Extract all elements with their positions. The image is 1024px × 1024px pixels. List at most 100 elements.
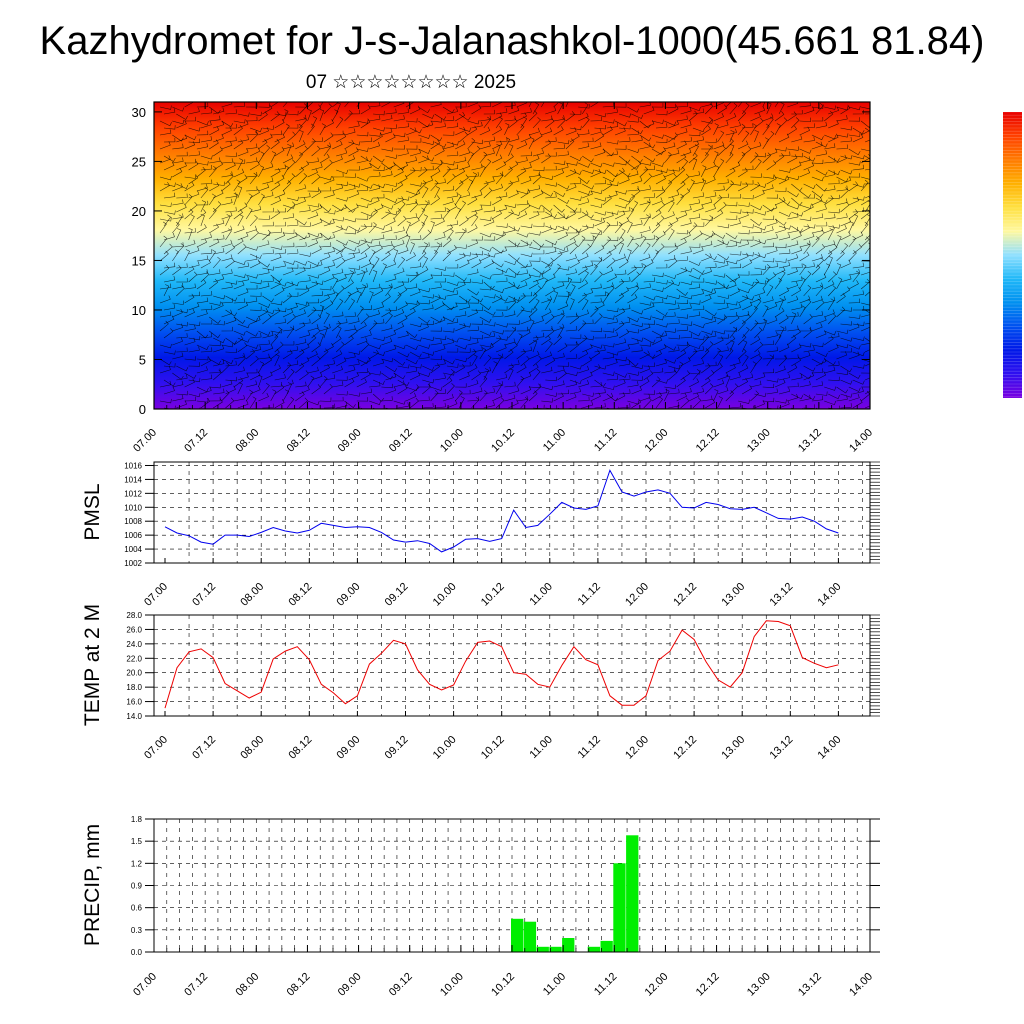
wind-barb [209, 223, 219, 234]
wind-barb [651, 367, 664, 374]
wind-barb [528, 390, 538, 402]
wind-barb [729, 219, 741, 227]
wind-barb [323, 374, 336, 381]
wind-barb [811, 226, 824, 234]
wind-barb [688, 348, 698, 360]
wind-barb [582, 137, 594, 143]
wind-barb [701, 316, 714, 321]
wind-barb [270, 381, 283, 388]
wind-barb [565, 268, 577, 276]
wind-barb [725, 327, 738, 332]
wind-barb [528, 335, 539, 346]
wind-barb [491, 112, 503, 122]
wind-barb [594, 228, 602, 241]
wind-barb [569, 208, 582, 213]
wind-barb [455, 322, 466, 332]
wind-barb [442, 272, 455, 277]
wind-barb [479, 232, 492, 238]
wind-barb [852, 262, 865, 269]
wind-barb [516, 293, 526, 304]
wind-barb [250, 279, 262, 285]
wind-barb [705, 103, 714, 115]
wind-barb [811, 176, 824, 182]
wind-barb [754, 372, 766, 381]
wind-barb [249, 160, 260, 171]
wind-barb [528, 306, 538, 318]
wind-barb [172, 323, 184, 332]
wind-barb [249, 385, 261, 395]
wind-barb [307, 239, 319, 248]
x-tick-label: 13.00 [719, 581, 747, 609]
wind-barb [848, 393, 860, 402]
wind-barb [651, 350, 662, 360]
wind-barb [791, 231, 802, 241]
wind-barb [418, 316, 430, 324]
wind-barb [590, 230, 603, 235]
wind-barb [614, 210, 626, 220]
wind-barb [332, 246, 344, 253]
wind-barb [778, 249, 791, 255]
wind-barb [553, 144, 565, 150]
wind-barb [643, 320, 655, 325]
wind-barb [381, 170, 393, 178]
wind-barb [344, 335, 354, 346]
wind-barb [434, 207, 446, 213]
wind-barb [545, 239, 558, 246]
wind-barb [865, 183, 870, 185]
wind-barb [615, 204, 627, 209]
wind-barb [520, 308, 533, 313]
figure-subtitle: 07 ☆☆☆☆☆☆☆☆ 2025 [305, 72, 517, 93]
wind-barb [430, 118, 443, 123]
wind-barb [569, 179, 582, 185]
wind-barb [356, 176, 369, 182]
wind-barb [590, 257, 602, 262]
wind-barb [799, 263, 807, 276]
wind-barb [159, 358, 172, 366]
x-tick-label: 10.12 [479, 734, 507, 762]
wind-barb [246, 344, 258, 349]
wind-barb [348, 141, 361, 146]
wind-barb [483, 116, 491, 129]
wind-barb [221, 390, 230, 402]
wind-barb [373, 234, 385, 241]
wind-barb [680, 247, 692, 255]
wind-barb [331, 277, 339, 290]
wind-barb [504, 115, 516, 122]
wind-barb [590, 162, 603, 168]
wind-barb [385, 133, 396, 143]
wind-barb [504, 326, 516, 332]
wind-barb [295, 140, 306, 150]
wind-barb [508, 267, 520, 275]
wind-barb [237, 214, 244, 227]
wind-barb [688, 283, 701, 290]
wind-barb [754, 288, 766, 297]
wind-barb [602, 343, 615, 348]
wind-barb [614, 372, 627, 378]
wind-barb [286, 144, 292, 157]
wind-barb [233, 237, 244, 248]
wind-barb [397, 246, 409, 255]
wind-barb [430, 294, 441, 304]
wind-barb [295, 123, 303, 136]
wind-barb [393, 400, 406, 405]
wind-barb [282, 102, 288, 108]
wind-barb [274, 373, 286, 381]
wind-barb [282, 389, 289, 402]
wind-barb [815, 357, 827, 367]
wind-barb [705, 253, 717, 261]
wind-barb [631, 233, 643, 241]
wind-barb [184, 116, 196, 122]
wind-barb [467, 288, 480, 296]
wind-barb [676, 326, 688, 332]
wind-barb [565, 291, 571, 304]
wind-barb [446, 203, 457, 213]
wind-barb [393, 267, 405, 276]
wind-barb [655, 359, 667, 367]
wind-barb [319, 142, 331, 150]
wind-barb [434, 233, 446, 241]
wind-barb [615, 190, 627, 195]
wind-barb [422, 274, 433, 283]
wind-barb [582, 392, 594, 397]
wind-barb [176, 162, 187, 171]
wind-barb [541, 153, 551, 164]
